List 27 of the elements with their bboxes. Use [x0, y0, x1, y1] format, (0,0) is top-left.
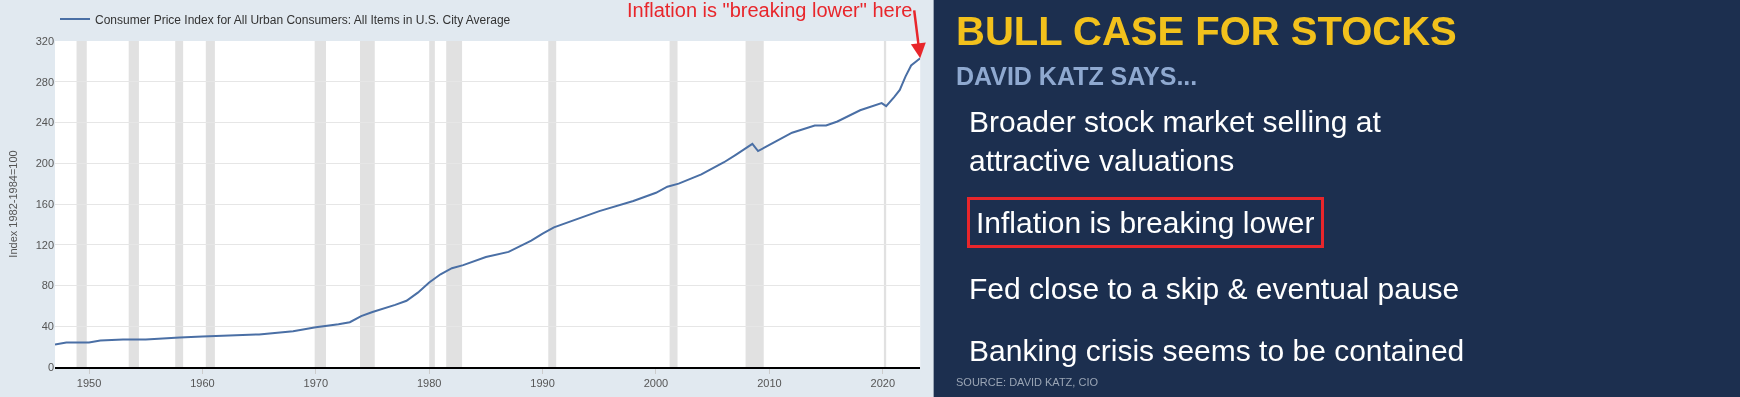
y-axis-title: Index 1982-1984=100: [7, 150, 20, 258]
x-tick-label: 2000: [643, 377, 669, 390]
y-tick-label: 320: [35, 34, 54, 47]
text: DAVID KATZ SAYS...: [956, 62, 1198, 90]
y-tick-label: 240: [35, 116, 54, 129]
legend-label: Consumer Price Index for All Urban Consumers: All Items in U.S. City Average: [95, 12, 511, 27]
x-tick-label: 1980: [416, 377, 442, 390]
x-tick-label: 2010: [757, 377, 782, 390]
y-tick-label: 280: [35, 75, 54, 88]
text: Fed close to a skip & eventual pause: [969, 272, 1460, 305]
y-tick-label: 120: [35, 238, 54, 251]
text: Broader stock market selling at attractive valuations: [969, 105, 1382, 177]
y-tick-label: 0: [47, 360, 54, 373]
text: BULL CASE FOR STOCKS: [956, 9, 1457, 53]
y-tick-label: 200: [35, 157, 54, 170]
x-tick-label: 1990: [530, 377, 555, 390]
text: Inflation is breaking lower: [976, 206, 1315, 239]
y-tick-label: 80: [41, 279, 54, 292]
y-tick-label: 160: [35, 197, 54, 210]
source-note: SOURCE: DAVID KATZ, CIO: [956, 376, 1099, 388]
text: Banking crisis seems to be contained: [969, 334, 1465, 367]
x-tick-label: 1950: [76, 377, 102, 390]
x-tick-label: 2020: [870, 377, 896, 390]
annotation: Inflation is "breaking lower" here: [627, 0, 913, 21]
y-tick-label: 40: [41, 320, 54, 333]
x-tick-label: 1970: [303, 377, 329, 390]
x-tick-label: 1960: [190, 377, 215, 390]
